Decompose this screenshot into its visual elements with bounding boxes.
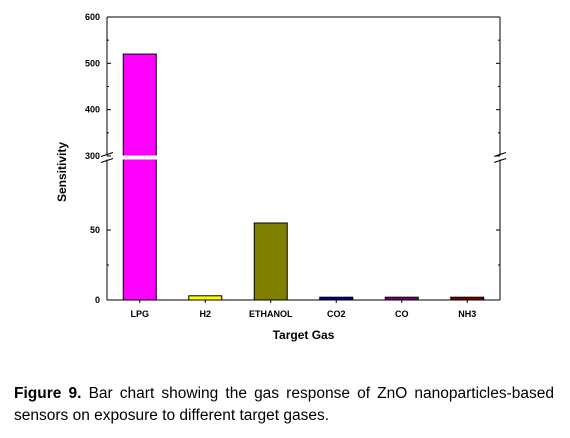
y-tick-label: 600: [85, 12, 100, 22]
x-tick-label: CO: [395, 309, 409, 319]
y-tick-label: 300: [85, 151, 100, 161]
bar-h2: [188, 295, 223, 301]
x-tick-label: CO2: [327, 309, 346, 319]
break-mark: [100, 152, 114, 157]
y-tick-label: 400: [85, 105, 100, 115]
x-tick-label: LPG: [130, 309, 149, 319]
labels-layer: LPG H2 ETHANOL CO2 CO NH3 0 50 300 400 500 600 Targe…: [55, 12, 476, 342]
break-mark: [493, 158, 507, 163]
y-tick-label: 500: [85, 58, 100, 68]
x-tick-label: NH3: [458, 309, 476, 319]
axes-layer: [100, 16, 507, 303]
y-tick-label: 50: [90, 225, 100, 235]
caption-text: Bar chart showing the gas response of Zn…: [14, 385, 554, 424]
x-axis-title: Target Gas: [273, 328, 335, 342]
bar-chart: LPG H2 ETHANOL CO2 CO NH3 0 50 300 400 500 600 Targe…: [55, 12, 507, 342]
break-mark: [100, 158, 114, 163]
x-tick-label: H2: [199, 309, 211, 319]
bar-lpg: [122, 53, 157, 301]
bars-layer: [122, 53, 485, 301]
x-tick-label: ETHANOL: [249, 309, 293, 319]
axis-break-gap: [105, 155, 502, 160]
y-tick-label: 0: [95, 295, 100, 305]
caption-label: Figure 9.: [14, 385, 82, 402]
bar-ethanol: [253, 222, 288, 301]
figure-caption: Figure 9. Bar chart showing the gas resp…: [14, 383, 554, 427]
y-axis-title: Sensitivity: [55, 142, 69, 202]
